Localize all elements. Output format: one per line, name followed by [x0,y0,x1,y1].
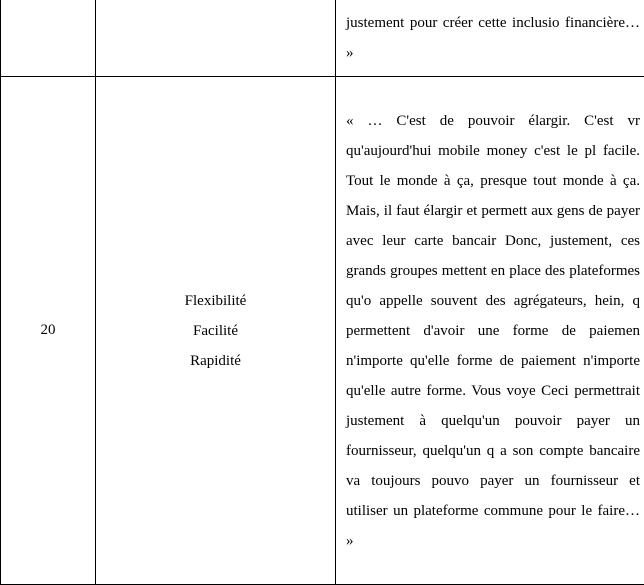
keyword-item: Flexibilité [104,286,327,316]
document-table: justement pour créer cette inclusio fina… [0,0,644,585]
keywords-cell [96,0,336,77]
table-row: 20 Flexibilité Facilité Rapidité « … C'e… [1,77,644,585]
table-row: justement pour créer cette inclusio fina… [1,0,644,77]
row-number-cell [1,0,96,77]
quote-cell: « … C'est de pouvoir élargir. C'est vr q… [336,77,644,585]
keyword-item: Rapidité [104,346,327,376]
keyword-item: Facilité [104,316,327,346]
row-number-cell: 20 [1,77,96,585]
keywords-cell: Flexibilité Facilité Rapidité [96,77,336,585]
quote-cell: justement pour créer cette inclusio fina… [336,0,644,77]
